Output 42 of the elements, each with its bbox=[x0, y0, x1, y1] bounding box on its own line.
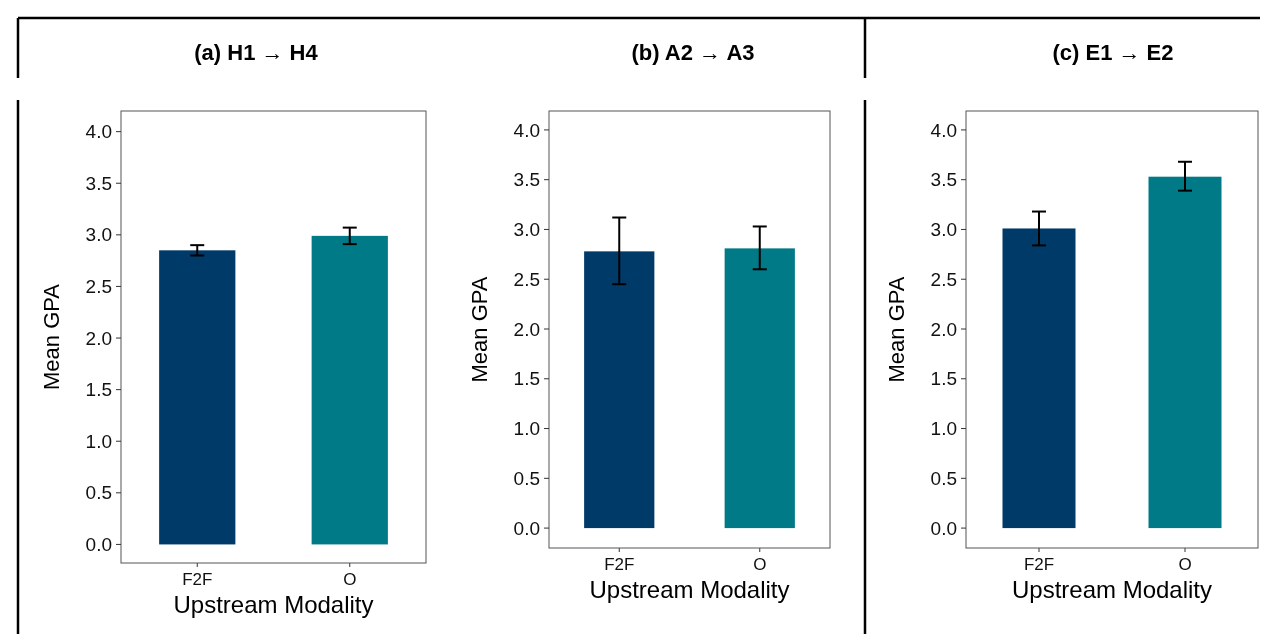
y-tick-label: 0.5 bbox=[930, 467, 957, 489]
y-tick-label: 3.0 bbox=[930, 219, 957, 241]
y-axis-title: Mean GPA bbox=[467, 276, 492, 383]
y-tick-label: 0.5 bbox=[513, 467, 540, 489]
y-axis-title: Mean GPA bbox=[884, 276, 909, 383]
y-tick-label: 4.0 bbox=[85, 121, 112, 143]
y-tick-label: 0.0 bbox=[513, 517, 540, 539]
y-tick-label: 3.5 bbox=[85, 172, 112, 194]
y-tick-label: 2.0 bbox=[513, 318, 540, 340]
y-tick-label: 3.5 bbox=[930, 169, 957, 191]
y-tick-label: 1.5 bbox=[85, 379, 112, 401]
y-tick-label: 0.5 bbox=[85, 482, 112, 504]
y-tick-label: 2.5 bbox=[85, 276, 112, 298]
y-tick-label: 2.0 bbox=[930, 318, 957, 340]
y-tick-label: 4.0 bbox=[930, 119, 957, 141]
y-tick-label: 0.0 bbox=[930, 517, 957, 539]
y-tick-label: 0.0 bbox=[85, 534, 112, 556]
x-axis-title: Upstream Modality bbox=[1011, 576, 1213, 603]
chart-title: (a) H1 → H4 bbox=[194, 40, 319, 65]
x-tick-label: F2F bbox=[604, 555, 635, 574]
y-tick-label: 3.5 bbox=[513, 169, 540, 191]
x-tick-label: F2F bbox=[182, 570, 213, 589]
y-tick-label: 2.0 bbox=[85, 327, 112, 349]
y-tick-label: 3.0 bbox=[85, 224, 112, 246]
y-tick-label: 4.0 bbox=[513, 119, 540, 141]
y-tick-label: 1.0 bbox=[85, 430, 112, 452]
y-tick-label: 2.5 bbox=[930, 268, 957, 290]
chart-title: (c) E1 → E2 bbox=[1052, 40, 1174, 65]
x-axis-title: Upstream Modality bbox=[173, 591, 374, 618]
x-tick-label: O bbox=[1178, 555, 1192, 574]
y-tick-label: 1.0 bbox=[930, 418, 957, 440]
x-axis-title: Upstream Modality bbox=[589, 576, 790, 603]
y-tick-label: 2.5 bbox=[513, 268, 540, 290]
y-tick-label: 1.5 bbox=[930, 368, 957, 390]
y-tick-label: 3.0 bbox=[513, 219, 540, 241]
x-tick-label: O bbox=[343, 570, 357, 589]
y-tick-label: 1.0 bbox=[513, 418, 540, 440]
y-tick-label: 1.5 bbox=[513, 368, 540, 390]
chart-title: (b) A2 → A3 bbox=[631, 40, 755, 65]
y-axis-title: Mean GPA bbox=[39, 283, 64, 390]
x-tick-label: O bbox=[753, 555, 767, 574]
x-tick-label: F2F bbox=[1023, 555, 1055, 574]
